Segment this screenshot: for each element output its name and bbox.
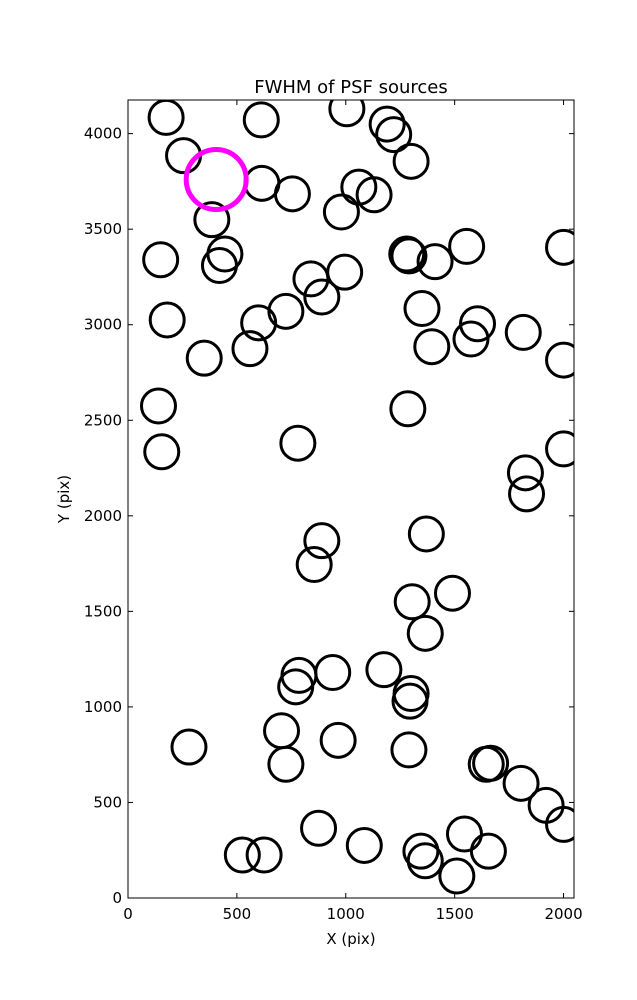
data-point bbox=[406, 614, 444, 652]
data-point bbox=[545, 805, 574, 843]
data-point bbox=[472, 744, 510, 782]
data-point bbox=[303, 522, 341, 560]
data-point bbox=[406, 842, 444, 880]
data-point bbox=[267, 292, 305, 330]
data-point bbox=[545, 341, 574, 379]
data-point bbox=[267, 745, 305, 783]
data-point bbox=[391, 682, 429, 720]
data-point bbox=[469, 832, 507, 870]
data-point bbox=[504, 313, 542, 351]
data-point bbox=[508, 475, 546, 513]
data-point bbox=[148, 301, 186, 339]
data-point bbox=[392, 142, 430, 180]
y-tick-label: 1500 bbox=[84, 602, 122, 620]
data-point bbox=[170, 728, 208, 766]
data-point bbox=[365, 651, 403, 689]
data-point bbox=[277, 668, 315, 706]
data-point bbox=[390, 731, 428, 769]
data-point bbox=[139, 387, 177, 425]
x-tick-label: 2000 bbox=[544, 905, 582, 923]
y-tick-label: 1000 bbox=[84, 698, 122, 716]
data-point bbox=[143, 433, 181, 471]
data-point bbox=[142, 241, 180, 279]
y-tick-label: 2000 bbox=[84, 507, 122, 525]
data-point bbox=[193, 201, 231, 239]
data-point bbox=[413, 328, 451, 366]
x-tick-label: 1000 bbox=[327, 905, 365, 923]
y-tick-label: 3000 bbox=[84, 316, 122, 334]
y-tick-label: 500 bbox=[93, 793, 122, 811]
data-point bbox=[448, 227, 486, 265]
data-point bbox=[445, 815, 483, 853]
data-point bbox=[295, 546, 333, 584]
y-tick-label: 2500 bbox=[84, 411, 122, 429]
data-point bbox=[368, 105, 406, 143]
data-point bbox=[433, 574, 471, 612]
data-point bbox=[375, 116, 413, 154]
data-point bbox=[223, 836, 261, 874]
data-point bbox=[407, 515, 445, 553]
data-point bbox=[300, 809, 338, 847]
data-point bbox=[231, 330, 269, 368]
data-point bbox=[303, 278, 341, 316]
y-tick-label: 0 bbox=[112, 889, 122, 907]
data-point bbox=[322, 193, 360, 231]
data-point bbox=[273, 175, 311, 213]
x-tick-label: 0 bbox=[123, 905, 133, 923]
data-point bbox=[416, 243, 454, 281]
data-point bbox=[545, 430, 574, 468]
data-point bbox=[185, 339, 223, 377]
data-point bbox=[319, 721, 357, 759]
data-point bbox=[390, 237, 428, 275]
y-axis-label: Y (pix) bbox=[55, 475, 73, 524]
data-point bbox=[240, 304, 278, 342]
data-point bbox=[355, 176, 393, 214]
data-point bbox=[242, 101, 280, 139]
data-point bbox=[438, 857, 476, 895]
markers-layer bbox=[139, 100, 574, 895]
plot-frame bbox=[127, 99, 575, 899]
data-point bbox=[200, 246, 238, 284]
data-point bbox=[389, 390, 427, 428]
data-point bbox=[452, 320, 490, 358]
data-point bbox=[326, 253, 364, 291]
data-point bbox=[328, 100, 366, 128]
y-tick-label: 4000 bbox=[84, 125, 122, 143]
data-point bbox=[279, 424, 317, 462]
x-tick-label: 500 bbox=[223, 905, 252, 923]
data-point bbox=[502, 764, 540, 802]
y-tick-label: 3500 bbox=[84, 220, 122, 238]
x-tick-label: 1500 bbox=[436, 905, 474, 923]
data-point bbox=[459, 305, 497, 343]
highlight-point bbox=[183, 146, 249, 212]
ticks-layer: 0 500 1000 1500 2000 0 500 1000 1500 2000 2500 3000… bbox=[84, 100, 583, 923]
data-point bbox=[388, 235, 426, 273]
data-point bbox=[545, 228, 574, 266]
chart-title: FWHM of PSF sources bbox=[254, 77, 448, 98]
data-point bbox=[245, 836, 283, 874]
data-point bbox=[345, 826, 383, 864]
x-axis-label: X (pix) bbox=[326, 930, 375, 948]
data-point bbox=[393, 583, 431, 621]
data-point bbox=[506, 454, 544, 492]
data-point bbox=[403, 289, 441, 327]
